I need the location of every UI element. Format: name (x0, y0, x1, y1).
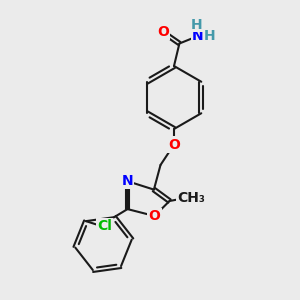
Text: N: N (192, 29, 204, 43)
Text: Cl: Cl (97, 219, 112, 232)
Text: O: O (168, 138, 180, 152)
Text: H: H (191, 18, 202, 32)
Text: N: N (122, 174, 133, 188)
Text: O: O (157, 25, 169, 39)
Text: CH₃: CH₃ (177, 191, 205, 205)
Text: H: H (204, 29, 215, 43)
Text: O: O (148, 209, 160, 223)
